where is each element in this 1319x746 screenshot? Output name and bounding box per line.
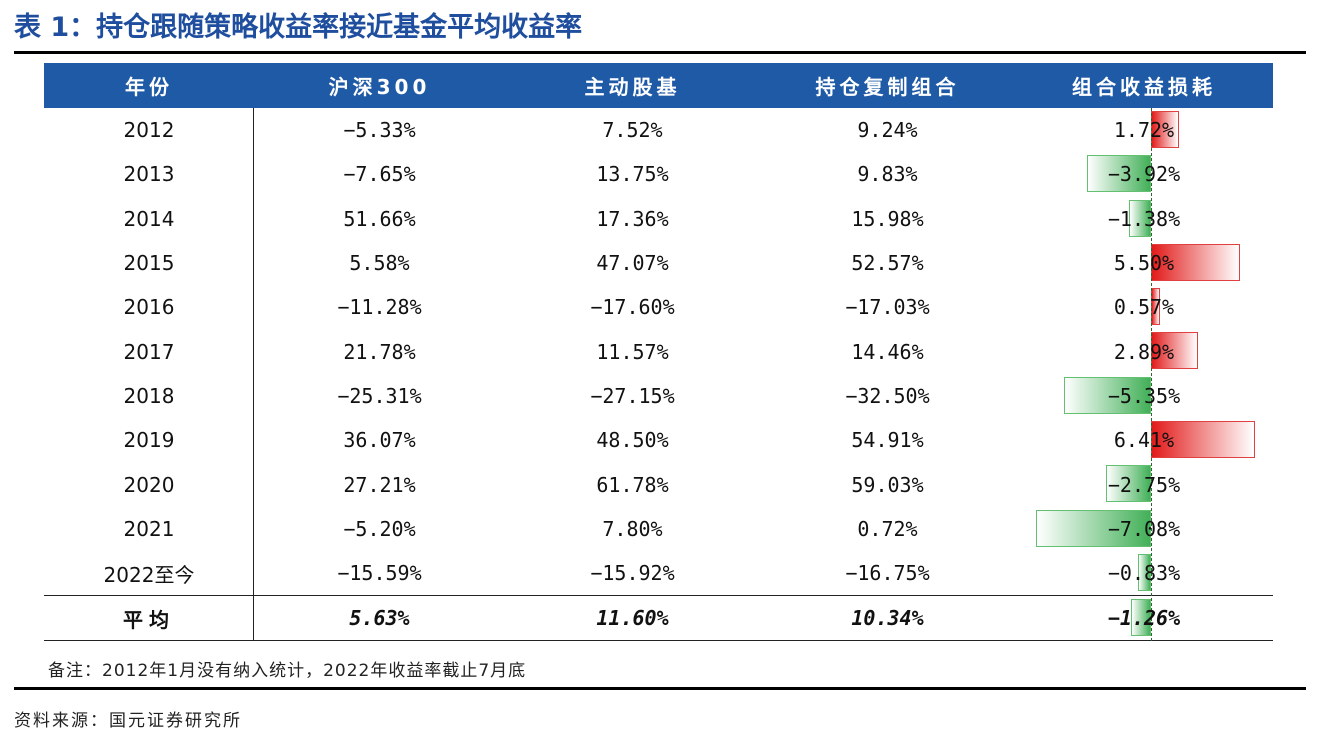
cell-year: 2013 bbox=[123, 162, 175, 187]
cell-loss: −1.38% bbox=[1107, 206, 1181, 231]
table-title: 表 1：持仓跟随策略收益率接近基金平均收益率 bbox=[14, 12, 583, 43]
header-year: 年份 bbox=[125, 75, 173, 99]
cell-replica: −16.75% bbox=[845, 561, 930, 586]
cell-year: 2014 bbox=[123, 206, 175, 231]
source-note: 资料来源：国元证券研究所 bbox=[14, 711, 242, 731]
cell-loss: 6.41% bbox=[1113, 428, 1175, 453]
table-row: 2012 −5.33% 7.52% 9.24% 1.72% bbox=[44, 108, 1273, 152]
cell-loss: −3.92% bbox=[1107, 162, 1181, 187]
cell-hs300: −5.20% bbox=[343, 516, 416, 541]
cell-active: 11.57% bbox=[596, 339, 669, 364]
cell-hs300: 51.66% bbox=[343, 206, 416, 231]
cell-loss: 0.57% bbox=[1113, 295, 1175, 320]
header-loss: 组合收益损耗 bbox=[1072, 75, 1216, 99]
cell-year: 2022至今 bbox=[103, 562, 195, 587]
cell-replica: 52.57% bbox=[851, 251, 924, 276]
cell-year: 2016 bbox=[123, 295, 175, 320]
cell-hs300: 5.58% bbox=[349, 251, 410, 276]
cell-loss: 2.89% bbox=[1113, 339, 1175, 364]
cell-hs300: 27.21% bbox=[343, 472, 416, 497]
table-row: 2021 −5.20% 7.80% 0.72% −7.08% bbox=[44, 507, 1273, 551]
avg-label: 平均 bbox=[123, 607, 175, 632]
cell-year: 2021 bbox=[123, 516, 175, 541]
table-row: 2022至今 −15.59% −15.92% −16.75% −0.83% bbox=[44, 551, 1273, 595]
cell-replica: 59.03% bbox=[851, 472, 924, 497]
loss-bar bbox=[1137, 553, 1151, 591]
table-row: 2014 51.66% 17.36% 15.98% −1.38% bbox=[44, 197, 1273, 241]
cell-hs300: 36.07% bbox=[343, 428, 416, 453]
avg-loss-bar bbox=[1130, 599, 1151, 637]
cell-hs300: −5.33% bbox=[343, 118, 416, 143]
loss-bar bbox=[1064, 376, 1151, 414]
loss-bar bbox=[1151, 421, 1255, 459]
cell-loss: −5.35% bbox=[1107, 383, 1181, 408]
cell-active: 17.36% bbox=[596, 206, 669, 231]
cell-loss: −2.75% bbox=[1107, 472, 1181, 497]
header-active-fund: 主动股基 bbox=[584, 75, 681, 99]
table-row: 2019 36.07% 48.50% 54.91% 6.41% bbox=[44, 418, 1273, 462]
cell-replica: 0.72% bbox=[857, 516, 918, 541]
cell-active: 47.07% bbox=[596, 251, 669, 276]
cell-replica: 54.91% bbox=[851, 428, 924, 453]
bottom-line bbox=[44, 640, 1273, 642]
cell-hs300: −11.28% bbox=[337, 295, 422, 320]
cell-loss: 1.72% bbox=[1113, 118, 1175, 143]
table-row: 2020 27.21% 61.78% 59.03% −2.75% bbox=[44, 462, 1273, 506]
cell-replica: −17.03% bbox=[845, 295, 930, 320]
zero-axis bbox=[1151, 108, 1152, 641]
bottom-rule bbox=[14, 687, 1306, 690]
avg-loss: −1.26% bbox=[1107, 606, 1181, 631]
cell-active: −17.60% bbox=[590, 295, 675, 320]
table-row: 2016 −11.28% −17.60% −17.03% 0.57% bbox=[44, 285, 1273, 329]
cell-loss: 5.50% bbox=[1113, 251, 1175, 276]
cell-hs300: −25.31% bbox=[337, 383, 422, 408]
cell-active: 48.50% bbox=[596, 428, 669, 453]
cell-active: −27.15% bbox=[590, 383, 675, 408]
cell-active: 7.80% bbox=[602, 516, 663, 541]
cell-year: 2018 bbox=[123, 383, 175, 408]
loss-bar bbox=[1106, 465, 1151, 503]
header-replica: 持仓复制组合 bbox=[815, 75, 960, 99]
average-row: 平均 5.63% 11.60% 10.34% −1.26% bbox=[44, 596, 1273, 640]
cell-active: −15.92% bbox=[590, 561, 675, 586]
table-row: 2018 −25.31% −27.15% −32.50% −5.35% bbox=[44, 374, 1273, 418]
cell-year: 2017 bbox=[123, 339, 175, 364]
header-hs300: 沪深300 bbox=[328, 75, 431, 99]
table-header: 年份 沪深300 主动股基 持仓复制组合 组合收益损耗 bbox=[44, 63, 1273, 108]
cell-replica: 9.24% bbox=[857, 118, 918, 143]
divider-line bbox=[44, 595, 1273, 597]
table-row: 2015 5.58% 47.07% 52.57% 5.50% bbox=[44, 241, 1273, 285]
loss-bar bbox=[1151, 332, 1198, 370]
cell-year: 2015 bbox=[123, 251, 175, 276]
loss-bar bbox=[1151, 243, 1241, 281]
cell-hs300: −15.59% bbox=[337, 561, 422, 586]
returns-table: 年份 沪深300 主动股基 持仓复制组合 组合收益损耗 2012 −5.33% 7.… bbox=[44, 63, 1273, 642]
cell-active: 61.78% bbox=[596, 472, 669, 497]
top-rule bbox=[14, 51, 1306, 54]
avg-replica: 10.34% bbox=[851, 606, 924, 631]
table-row: 2013 −7.65% 13.75% 9.83% −3.92% bbox=[44, 152, 1273, 196]
footnote: 备注：2012年1月没有纳入统计，2022年收益率截止7月底 bbox=[48, 661, 527, 681]
cell-replica: −32.50% bbox=[845, 383, 930, 408]
column-divider bbox=[253, 108, 254, 641]
table-row: 2017 21.78% 11.57% 14.46% 2.89% bbox=[44, 329, 1273, 373]
cell-loss: −7.08% bbox=[1107, 516, 1181, 541]
loss-bar bbox=[1128, 199, 1151, 237]
cell-hs300: 21.78% bbox=[343, 339, 416, 364]
loss-bar bbox=[1087, 155, 1151, 193]
cell-year: 2012 bbox=[123, 118, 175, 143]
cell-year: 2020 bbox=[123, 472, 175, 497]
loss-bar bbox=[1036, 509, 1151, 547]
cell-replica: 15.98% bbox=[851, 206, 924, 231]
cell-hs300: −7.65% bbox=[343, 162, 416, 187]
cell-year: 2019 bbox=[123, 428, 175, 453]
table-body: 2012 −5.33% 7.52% 9.24% 1.72% 2013 −7.65% 13.75… bbox=[44, 108, 1273, 641]
cell-active: 13.75% bbox=[596, 162, 669, 187]
cell-loss: −0.83% bbox=[1107, 561, 1181, 586]
cell-active: 7.52% bbox=[602, 118, 663, 143]
avg-active: 11.60% bbox=[596, 606, 669, 631]
cell-replica: 14.46% bbox=[851, 339, 924, 364]
cell-replica: 9.83% bbox=[857, 162, 918, 187]
avg-hs300: 5.63% bbox=[349, 606, 410, 631]
